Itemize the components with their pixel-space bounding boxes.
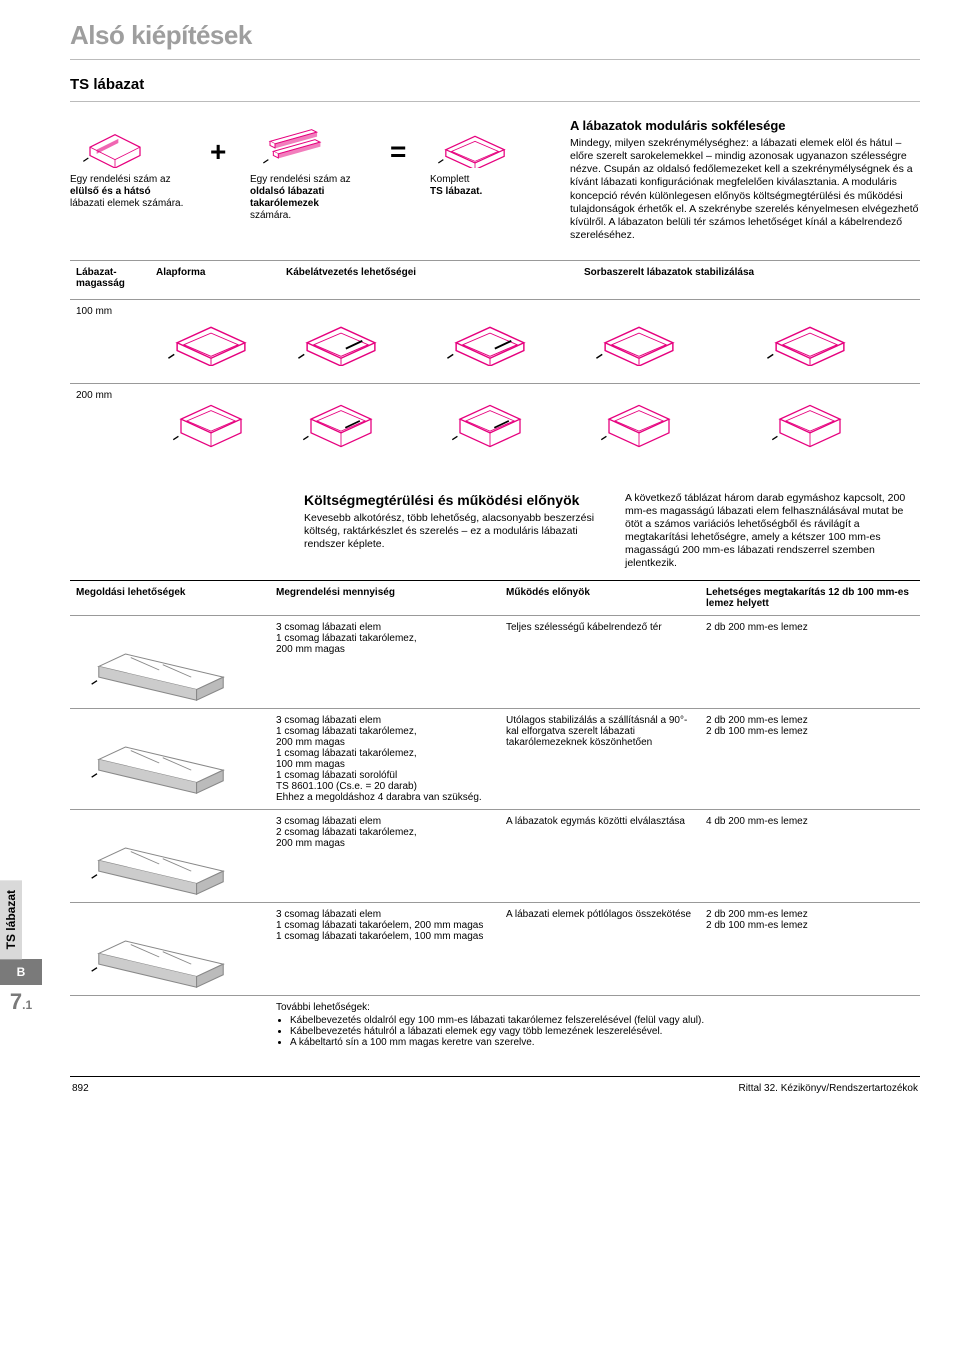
th-baseform: Alapforma [150,261,280,300]
page-title: Alsó kiépítések [70,20,920,51]
sol4-adv: A lábazati elemek pótlólagos összekötése [500,903,700,996]
equals-icon: = [390,118,420,168]
th-savings: Lehetséges megtakarítás 12 db 100 mm-es … [700,581,920,616]
further-row: További lehetőségek: Kábelbevezetés olda… [70,996,920,1055]
th-cable: Kábelátvezetés lehetőségei [280,261,578,300]
corner-pieces-icon [70,118,160,168]
side-panels-icon [250,118,340,168]
sol2-sav: 2 db 200 mm-es lemez 2 db 100 mm-es leme… [700,709,920,810]
equation-row: Egy rendelési szám azelülső és a hátsólá… [70,118,920,242]
sol2-adv: Utólagos stabilizálás a szállításnál a 9… [500,709,700,810]
sol1-adv: Teljes szélességű kábelrendező tér [500,616,700,709]
solutions-table: Megoldási lehetőségek Megrendelési menny… [70,580,920,1054]
solution4-icon [76,909,246,989]
cable-100b-icon [435,306,545,366]
further-item-1: Kábelbevezetés oldalról egy 100 mm-es lá… [290,1015,914,1026]
th-stabilize: Sorbaszerelt lábazatok stabilizálása [578,261,920,300]
solution-row-3: 3 csomag lábazati elem 2 csomag lábazati… [70,810,920,903]
solution1-icon [76,622,246,702]
benefits-block: Költségmegtérülési és működési előnyök K… [70,492,920,571]
caption-front-back: Egy rendelési szám azelülső és a hátsólá… [70,174,183,210]
sol4-qty: 3 csomag lábazati elem 1 csomag lábazati… [270,903,500,996]
row-200-label: 200 mm [70,384,150,468]
benefits-title: Költségmegtérülési és működési előnyök [304,492,595,508]
base-100-icon [156,306,266,366]
cable-200a-icon [286,390,396,450]
solution2-icon [76,715,246,795]
cable-200b-icon [435,390,545,450]
page-footer: 892 Rittal 32. Kézikönyv/Rendszertartozé… [70,1077,920,1100]
plus-icon: + [210,118,240,168]
th-adv: Működés előnyök [500,581,700,616]
sol3-qty: 3 csomag lábazati elem 2 csomag lábazati… [270,810,500,903]
page-subtitle: TS lábazat [70,76,920,93]
row-100-label: 100 mm [70,300,150,384]
sol2-qty: 3 csomag lábazati elem 1 csomag lábazati… [270,709,500,810]
config-table: Lábazat-magasság Alapforma Kábelátvezeté… [70,260,920,468]
stab-100b-icon [755,306,865,366]
solution3-icon [76,816,246,896]
side-tab-text: TS lábazat [0,880,22,959]
sol4-sav: 2 db 200 mm-es lemez 2 db 100 mm-es leme… [700,903,920,996]
solution-row-2: 3 csomag lábazati elem 1 csomag lábazati… [70,709,920,810]
stab-200a-icon [584,390,694,450]
side-tab-letter: B [0,959,42,985]
th-solutions: Megoldási lehetőségek [70,581,270,616]
th-qty: Megrendelési mennyiség [270,581,500,616]
further-item-2: Kábelbevezetés hátulról a lábazati eleme… [290,1026,914,1037]
modular-body: Mindegy, milyen szekrénymélységhez: a lá… [570,137,920,242]
sol1-qty: 3 csomag lábazati elem 1 csomag lábazati… [270,616,500,709]
further-item-3: A kábeltartó sín a 100 mm magas keretre … [290,1037,914,1048]
footer-right: Rittal 32. Kézikönyv/Rendszertartozékok [738,1083,918,1094]
base-200-icon [156,390,266,450]
further-options: További lehetőségek: Kábelbevezetés olda… [270,996,920,1055]
sol3-sav: 4 db 200 mm-es lemez [700,810,920,903]
benefits-body: Kevesebb alkotórész, több lehetőség, ala… [304,512,595,551]
stab-200b-icon [755,390,865,450]
modular-title: A lábazatok moduláris sokfélesége [570,118,920,133]
footer-page: 892 [72,1083,89,1094]
side-tab: TS lábazat B 7.1 [0,880,42,1015]
cable-100a-icon [286,306,396,366]
complete-base-icon [430,118,520,168]
side-tab-number: 7.1 [0,985,42,1015]
caption-side-panels: Egy rendelési szám azoldalsó lábazati ta… [250,174,380,222]
benefits-right: A következő táblázat három darab egymásh… [625,492,916,571]
stab-100a-icon [584,306,694,366]
caption-complete: KomplettTS lábazat. [430,174,482,198]
solution-row-1: 3 csomag lábazati elem 1 csomag lábazati… [70,616,920,709]
th-height: Lábazat-magasság [70,261,150,300]
sol1-sav: 2 db 200 mm-es lemez [700,616,920,709]
sol3-adv: A lábazatok egymás közötti elválasztása [500,810,700,903]
solution-row-4: 3 csomag lábazati elem 1 csomag lábazati… [70,903,920,996]
